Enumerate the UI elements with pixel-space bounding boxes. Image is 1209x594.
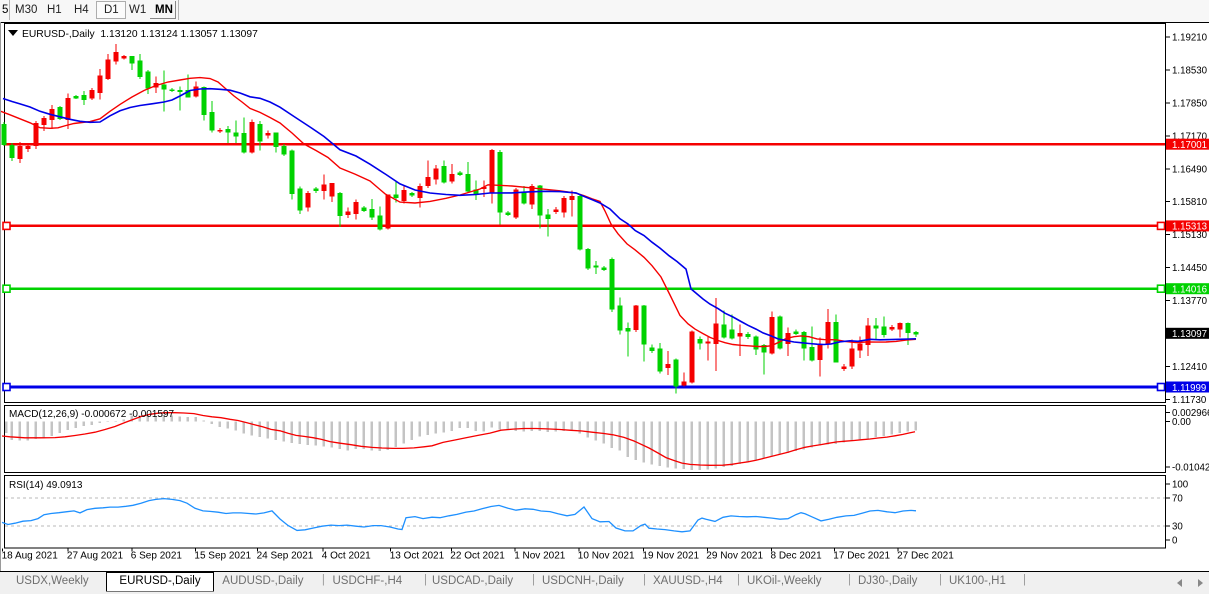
svg-text:100: 100: [1172, 480, 1189, 491]
svg-text:10 Nov 2021: 10 Nov 2021: [578, 551, 635, 562]
svg-text:1.11730: 1.11730: [1172, 395, 1207, 406]
svg-text:17 Dec 2021: 17 Dec 2021: [833, 551, 890, 562]
svg-text:1.17001: 1.17001: [1172, 140, 1207, 151]
svg-text:27 Dec 2021: 27 Dec 2021: [897, 551, 954, 562]
svg-text:1.11999: 1.11999: [1172, 383, 1206, 394]
svg-text:19 Nov 2021: 19 Nov 2021: [642, 551, 699, 562]
svg-text:1.17170: 1.17170: [1172, 131, 1208, 142]
svg-text:1.14016: 1.14016: [1172, 285, 1207, 296]
svg-text:13 Oct 2021: 13 Oct 2021: [390, 551, 445, 562]
svg-text:1.13770: 1.13770: [1172, 296, 1208, 307]
svg-text:1.15810: 1.15810: [1172, 197, 1208, 208]
svg-text:EURUSD-,Daily 1.13120 1.13124: EURUSD-,Daily 1.13120 1.13124 1.13057 1.…: [22, 29, 258, 40]
svg-text:15 Sep 2021: 15 Sep 2021: [194, 551, 251, 562]
svg-text:1.15313: 1.15313: [1172, 222, 1207, 233]
svg-text:1.12410: 1.12410: [1172, 362, 1208, 373]
svg-text:0.002966: 0.002966: [1172, 408, 1209, 419]
svg-text:1.18530: 1.18530: [1172, 65, 1208, 76]
svg-text:1.13097: 1.13097: [1172, 329, 1207, 340]
svg-text:1.17850: 1.17850: [1172, 98, 1208, 109]
svg-text:8 Dec 2021: 8 Dec 2021: [771, 551, 823, 562]
svg-text:1.16490: 1.16490: [1172, 164, 1208, 175]
svg-text:29 Nov 2021: 29 Nov 2021: [706, 551, 763, 562]
svg-text:0: 0: [1172, 536, 1178, 547]
svg-text:27 Aug 2021: 27 Aug 2021: [67, 551, 124, 562]
svg-text:MACD(12,26,9) -0.000672 -0.001: MACD(12,26,9) -0.000672 -0.001597: [9, 409, 175, 420]
svg-text:1.15130: 1.15130: [1172, 230, 1208, 241]
svg-text:18 Aug 2021: 18 Aug 2021: [2, 551, 59, 562]
svg-text:RSI(14) 49.0913: RSI(14) 49.0913: [9, 480, 83, 491]
svg-text:70: 70: [1172, 494, 1183, 505]
svg-text:0.00: 0.00: [1172, 417, 1191, 428]
svg-text:30: 30: [1172, 522, 1183, 533]
svg-text:6 Sep 2021: 6 Sep 2021: [131, 551, 183, 562]
svg-text:1 Nov 2021: 1 Nov 2021: [514, 551, 566, 562]
svg-text:22 Oct 2021: 22 Oct 2021: [450, 551, 505, 562]
svg-text:-0.010422: -0.010422: [1172, 463, 1209, 474]
svg-text:1.14450: 1.14450: [1172, 263, 1208, 274]
svg-text:24 Sep 2021: 24 Sep 2021: [257, 551, 314, 562]
svg-text:4 Oct 2021: 4 Oct 2021: [322, 551, 371, 562]
svg-text:1.19210: 1.19210: [1172, 32, 1208, 43]
